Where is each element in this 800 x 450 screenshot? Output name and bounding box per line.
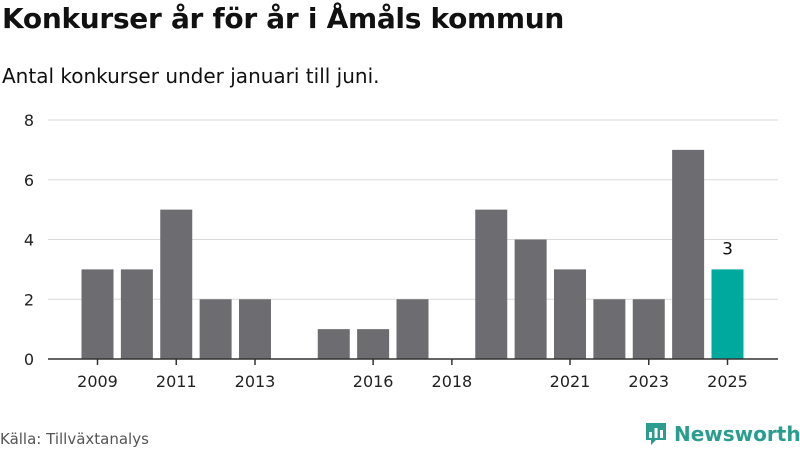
bar-2016 [357, 329, 390, 359]
bar-2017 [396, 299, 429, 359]
x-tick-label: 2009 [77, 372, 118, 391]
bar-2011 [160, 209, 193, 359]
bar-2024 [672, 149, 705, 359]
source-note: Källa: Tillväxtanalys [0, 430, 149, 448]
y-tick-label: 8 [24, 111, 34, 130]
bar-2020 [514, 239, 547, 359]
x-tick-label: 2018 [432, 372, 473, 391]
y-tick-label: 6 [24, 171, 34, 190]
bar-2025 [711, 269, 744, 359]
newsworthy-chart-icon [646, 423, 666, 445]
x-tick-label: 2011 [156, 372, 197, 391]
x-tick-label: 2023 [628, 372, 669, 391]
newsworthy-logo: Newsworthy [644, 420, 800, 448]
x-tick-label: 2016 [353, 372, 394, 391]
chart-title: Konkurser år för år i Åmåls kommun [2, 2, 565, 35]
y-tick-label: 2 [24, 290, 34, 309]
x-tick-label: 2025 [707, 372, 748, 391]
x-tick-label: 2021 [550, 372, 591, 391]
bar-2023 [632, 299, 665, 359]
bar-2021 [554, 269, 586, 359]
y-tick-label: 0 [24, 350, 34, 369]
bar-2015 [317, 329, 350, 359]
chart-subtitle: Antal konkurser under januari till juni. [2, 64, 380, 88]
bar-2022 [593, 299, 626, 359]
brand-name: Newsworthy [674, 422, 800, 446]
bar-chart: 0 2 4 6 8 2009 2011 2013 2016 2018 2021 2023 2025 3 [24, 111, 778, 391]
bar-2013 [239, 299, 271, 359]
bar-2019 [475, 209, 508, 359]
y-tick-label: 4 [24, 231, 34, 250]
bar-2009 [81, 269, 114, 359]
x-tick-label: 2013 [235, 372, 276, 391]
data-label: 3 [722, 239, 733, 259]
bar-2012 [199, 299, 232, 359]
bar-2010 [120, 269, 153, 359]
